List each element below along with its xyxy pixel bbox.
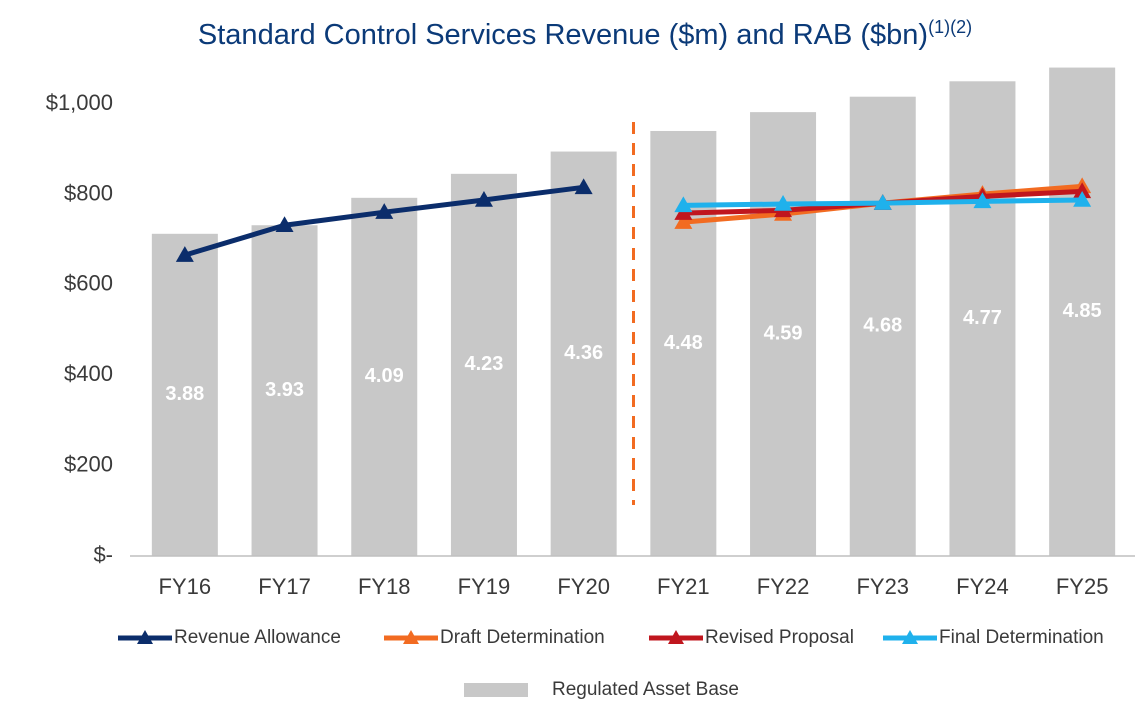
x-tick-label: FY17 [258, 574, 311, 599]
title-superscript: (1)(2) [928, 17, 972, 37]
y-tick-label: $200 [64, 451, 113, 476]
title-main: Standard Control Services Revenue ($m) a… [198, 19, 928, 51]
bar-label: 4.48 [664, 332, 703, 354]
bar-label: 4.36 [564, 342, 603, 364]
legend-marker [403, 630, 419, 644]
axes: $- $200 $400 $600 $800 $1,000 FY16 FY17 FY18 FY19… [46, 90, 1135, 599]
bar [849, 96, 916, 557]
marker [574, 178, 593, 195]
marker [375, 203, 394, 219]
x-tick-label: FY16 [159, 574, 212, 599]
x-tick-label: FY24 [956, 574, 1009, 599]
bar [450, 173, 517, 556]
y-tick-label: $1,000 [46, 90, 113, 115]
y-tick-label: $600 [64, 271, 113, 296]
marker [1073, 190, 1092, 207]
legend-label: Regulated Asset Base [552, 679, 739, 700]
bar [251, 225, 318, 557]
bar-label: 3.93 [265, 379, 304, 401]
legend: Revenue Allowance Draft Determination Revi… [118, 627, 1104, 700]
x-tick-label: FY23 [856, 574, 909, 599]
marker [873, 194, 892, 210]
y-tick-label: $800 [64, 180, 113, 205]
bar-label: 4.68 [863, 315, 902, 337]
marker [774, 195, 793, 211]
bar [550, 151, 617, 556]
legend-marker [902, 630, 918, 644]
marker [674, 196, 693, 213]
marker [973, 192, 992, 209]
bar-label: 3.88 [165, 383, 204, 405]
legend-label: Final Determination [939, 627, 1104, 648]
x-tick-label: FY20 [557, 574, 610, 599]
x-tick-label: FY19 [458, 574, 511, 599]
bar [750, 112, 817, 556]
marker [275, 216, 294, 233]
bar-label: 4.77 [963, 307, 1002, 329]
x-tick-label: FY22 [757, 574, 810, 599]
legend-label: Draft Determination [440, 627, 605, 648]
bar-label: 4.23 [464, 353, 503, 375]
marker [1073, 182, 1092, 199]
bar [949, 81, 1016, 557]
bar-label: 4.59 [764, 322, 803, 344]
x-tick-label: FY25 [1056, 574, 1109, 599]
bar-label: 4.85 [1063, 300, 1102, 322]
legend-label: Revenue Allowance [174, 627, 341, 648]
bar [151, 233, 218, 557]
bar [351, 197, 418, 556]
marker [474, 190, 493, 207]
x-tick-label: FY21 [657, 574, 710, 599]
lines [175, 177, 1092, 262]
bar [1049, 67, 1116, 556]
y-tick-label: $400 [64, 361, 113, 386]
y-tick-label: $- [93, 542, 113, 567]
x-tick-label: FY18 [358, 574, 411, 599]
chart-title: Standard Control Services Revenue ($m) a… [198, 17, 972, 51]
marker [674, 213, 693, 229]
marker [175, 246, 194, 262]
legend-label: Revised Proposal [705, 627, 854, 648]
legend-marker [137, 630, 153, 644]
bar-label: 4.09 [365, 365, 404, 387]
legend-marker [668, 630, 684, 644]
legend-swatch [464, 683, 528, 697]
